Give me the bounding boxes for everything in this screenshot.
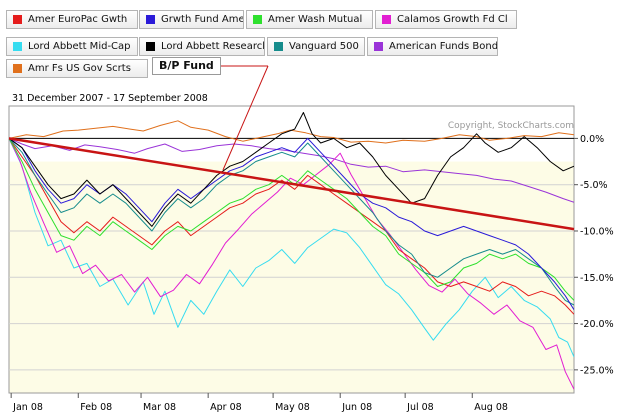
series-line	[9, 138, 574, 358]
annotation-pointer	[222, 65, 269, 171]
legend-item[interactable]: Vanguard 500	[267, 37, 365, 56]
legend-swatch	[13, 15, 22, 24]
x-tick-label: Feb 08	[80, 402, 112, 413]
date-range: 31 December 2007 - 17 September 2008	[12, 93, 208, 104]
x-tick-label: Jul 08	[406, 402, 434, 413]
x-tick-label: Jun 08	[341, 402, 372, 413]
series-line	[9, 138, 574, 315]
legend-label: Calamos Growth Fd Cl	[397, 14, 508, 25]
x-tick-label: Apr 08	[210, 402, 242, 413]
series-line	[9, 138, 574, 306]
series-line	[9, 138, 574, 390]
legend-item[interactable]: Amr Fs US Gov Scrts	[6, 59, 148, 78]
legend-item[interactable]: American Funds Bond	[367, 37, 498, 56]
y-tick-label: -5.0%	[580, 180, 608, 191]
legend-swatch	[274, 42, 283, 51]
y-tick-label: -10.0%	[580, 226, 614, 237]
y-tick-label: -20.0%	[580, 319, 614, 330]
legend-item[interactable]: Grwth Fund America	[139, 10, 244, 29]
copyright: Copyright, StockCharts.com	[448, 121, 574, 131]
x-tick-label: May 08	[275, 402, 310, 413]
series-line	[9, 112, 574, 227]
x-tick-label: Jan 08	[12, 402, 43, 413]
y-tick-label: -15.0%	[580, 273, 614, 284]
legend-label: Lord Abbett Research	[161, 41, 265, 52]
legend-label: Amr Fs US Gov Scrts	[28, 63, 131, 74]
bp-fund-trend-line	[8, 137, 575, 231]
legend-swatch	[374, 42, 383, 51]
x-tick-label: Aug 08	[474, 402, 508, 413]
legend-label: Vanguard 500	[289, 41, 359, 52]
x-tick-label: Mar 08	[143, 402, 176, 413]
legend-swatch	[13, 42, 22, 51]
legend-item[interactable]: Lord Abbett Research	[139, 37, 265, 56]
series-line	[9, 137, 574, 203]
legend-swatch	[146, 42, 155, 51]
legend-item[interactable]: Calamos Growth Fd Cl	[375, 10, 517, 29]
legend-item[interactable]: Amer Wash Mutual	[246, 10, 373, 29]
legend-label: Grwth Fund America	[161, 14, 244, 25]
legend-swatch	[13, 64, 22, 73]
legend-swatch	[253, 15, 262, 24]
legend-label: American Funds Bond	[389, 41, 498, 52]
legend-swatch	[382, 15, 391, 24]
y-tick-label: 0.0%	[580, 134, 604, 145]
bp-fund-label: B/P Fund	[152, 57, 221, 75]
legend-label: Amer Wash Mutual	[268, 14, 363, 25]
legend-swatch	[146, 15, 155, 24]
legend-label: Amer EuroPac Gwth	[28, 14, 128, 25]
legend-item[interactable]: Amer EuroPac Gwth	[6, 10, 138, 29]
legend-label: Lord Abbett Mid-Cap	[28, 41, 131, 52]
y-tick-label: -25.0%	[580, 365, 614, 376]
legend-item[interactable]: Lord Abbett Mid-Cap	[6, 37, 138, 56]
